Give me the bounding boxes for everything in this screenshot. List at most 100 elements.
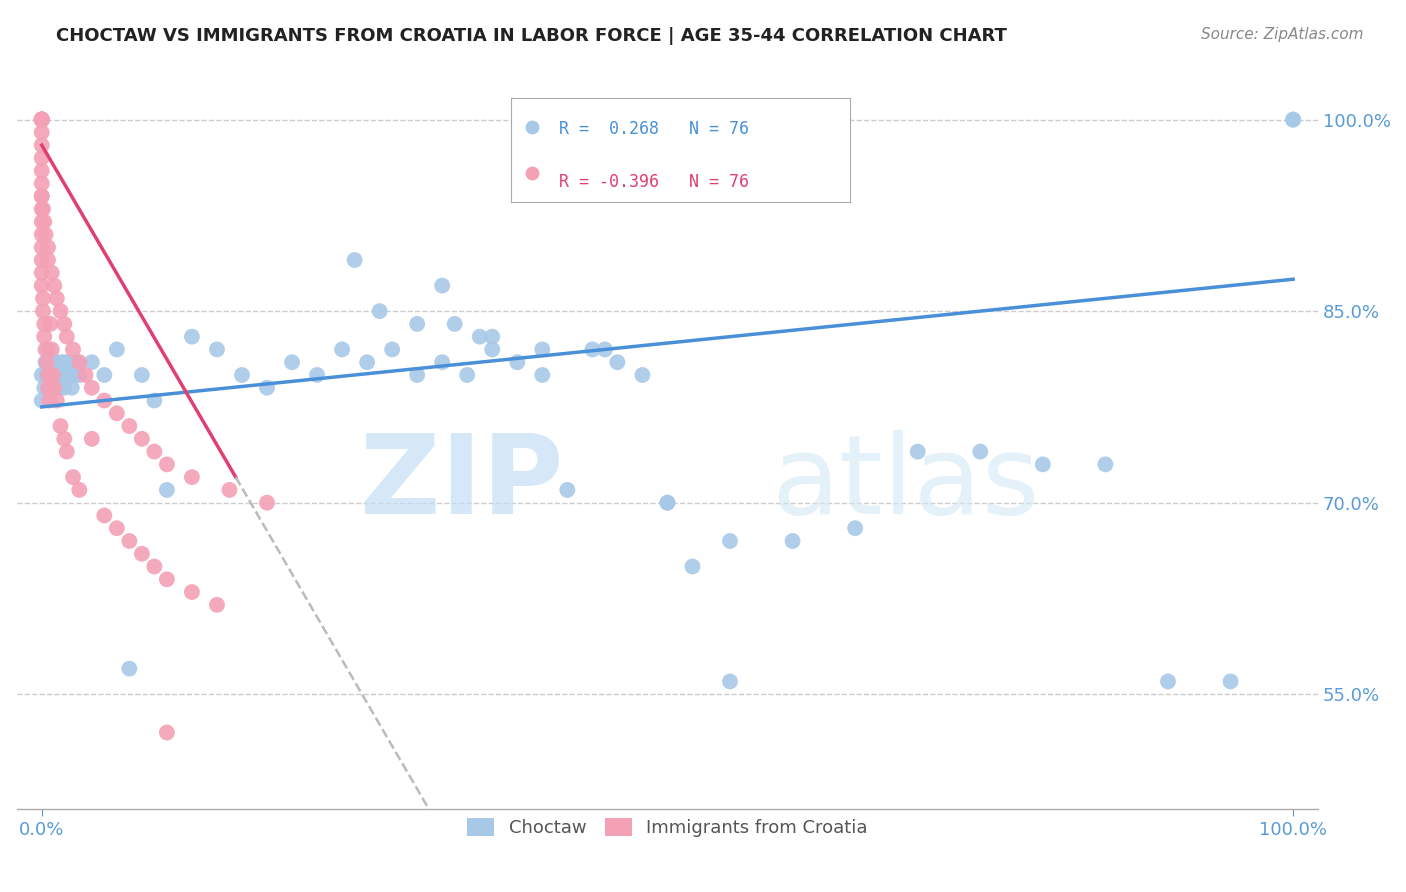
Point xyxy=(48,381,70,395)
Point xyxy=(31,112,53,127)
Point xyxy=(41,355,63,369)
Point xyxy=(31,112,53,127)
Point xyxy=(481,343,503,357)
Point xyxy=(1032,458,1054,472)
Point xyxy=(1157,674,1180,689)
Point xyxy=(31,112,53,127)
Point xyxy=(53,432,76,446)
Point xyxy=(131,432,153,446)
Point xyxy=(39,381,62,395)
Point xyxy=(581,343,603,357)
Point xyxy=(93,393,115,408)
Point xyxy=(60,381,83,395)
Point xyxy=(156,483,179,497)
Point xyxy=(368,304,391,318)
Point xyxy=(53,317,76,331)
Point xyxy=(56,444,79,458)
Point xyxy=(32,291,55,305)
Point xyxy=(45,291,67,305)
Point xyxy=(62,470,84,484)
Point xyxy=(31,112,53,127)
Point xyxy=(37,368,59,382)
Point xyxy=(46,368,69,382)
Point xyxy=(256,496,278,510)
Point xyxy=(49,368,72,382)
Point xyxy=(32,317,55,331)
Point xyxy=(218,483,240,497)
Point xyxy=(256,381,278,395)
Point xyxy=(37,253,59,268)
Point xyxy=(907,444,929,458)
Point xyxy=(131,368,153,382)
Point xyxy=(31,112,53,127)
Point xyxy=(67,368,90,382)
Point xyxy=(181,329,204,343)
Point xyxy=(31,189,53,203)
Point xyxy=(31,368,53,382)
Point xyxy=(80,355,103,369)
Point xyxy=(1282,112,1305,127)
Point xyxy=(34,355,56,369)
Point xyxy=(1094,458,1116,472)
Point xyxy=(31,151,53,165)
Point xyxy=(38,393,60,408)
Point xyxy=(31,227,53,242)
Point xyxy=(181,585,204,599)
Point xyxy=(32,381,55,395)
Point xyxy=(406,368,429,382)
Point xyxy=(53,381,76,395)
Point xyxy=(31,215,53,229)
Point xyxy=(356,355,378,369)
Point xyxy=(657,496,679,510)
Point xyxy=(557,483,579,497)
Point xyxy=(105,343,128,357)
Point xyxy=(42,368,65,382)
Point xyxy=(782,533,804,548)
Point xyxy=(657,496,679,510)
Point xyxy=(49,304,72,318)
Point xyxy=(31,240,53,254)
Point xyxy=(80,432,103,446)
Point xyxy=(181,470,204,484)
Point xyxy=(456,368,478,382)
Point xyxy=(406,317,429,331)
Point xyxy=(58,355,80,369)
Point xyxy=(63,368,86,382)
Point xyxy=(31,125,53,139)
Point xyxy=(105,521,128,535)
Point xyxy=(281,355,304,369)
Point xyxy=(56,368,79,382)
Point xyxy=(606,355,628,369)
Point xyxy=(844,521,866,535)
Point xyxy=(31,393,53,408)
Point xyxy=(31,202,53,216)
Point xyxy=(343,253,366,268)
Point xyxy=(143,559,166,574)
Point xyxy=(205,598,228,612)
Point xyxy=(31,112,53,127)
Point xyxy=(718,533,741,548)
Point xyxy=(593,343,616,357)
Point xyxy=(31,163,53,178)
Point xyxy=(156,458,179,472)
Point xyxy=(31,112,53,127)
Point xyxy=(39,317,62,331)
Point xyxy=(443,317,465,331)
Point xyxy=(35,355,58,369)
Point xyxy=(75,368,97,382)
Point xyxy=(44,278,66,293)
Point xyxy=(37,240,59,254)
Point xyxy=(118,533,141,548)
Point xyxy=(31,112,53,127)
Point xyxy=(31,266,53,280)
Point xyxy=(62,343,84,357)
Point xyxy=(131,547,153,561)
Point xyxy=(93,368,115,382)
Point xyxy=(52,368,75,382)
Point xyxy=(45,355,67,369)
Point xyxy=(969,444,991,458)
Point xyxy=(32,304,55,318)
Point xyxy=(67,355,90,369)
Point xyxy=(31,278,53,293)
Point xyxy=(330,343,353,357)
